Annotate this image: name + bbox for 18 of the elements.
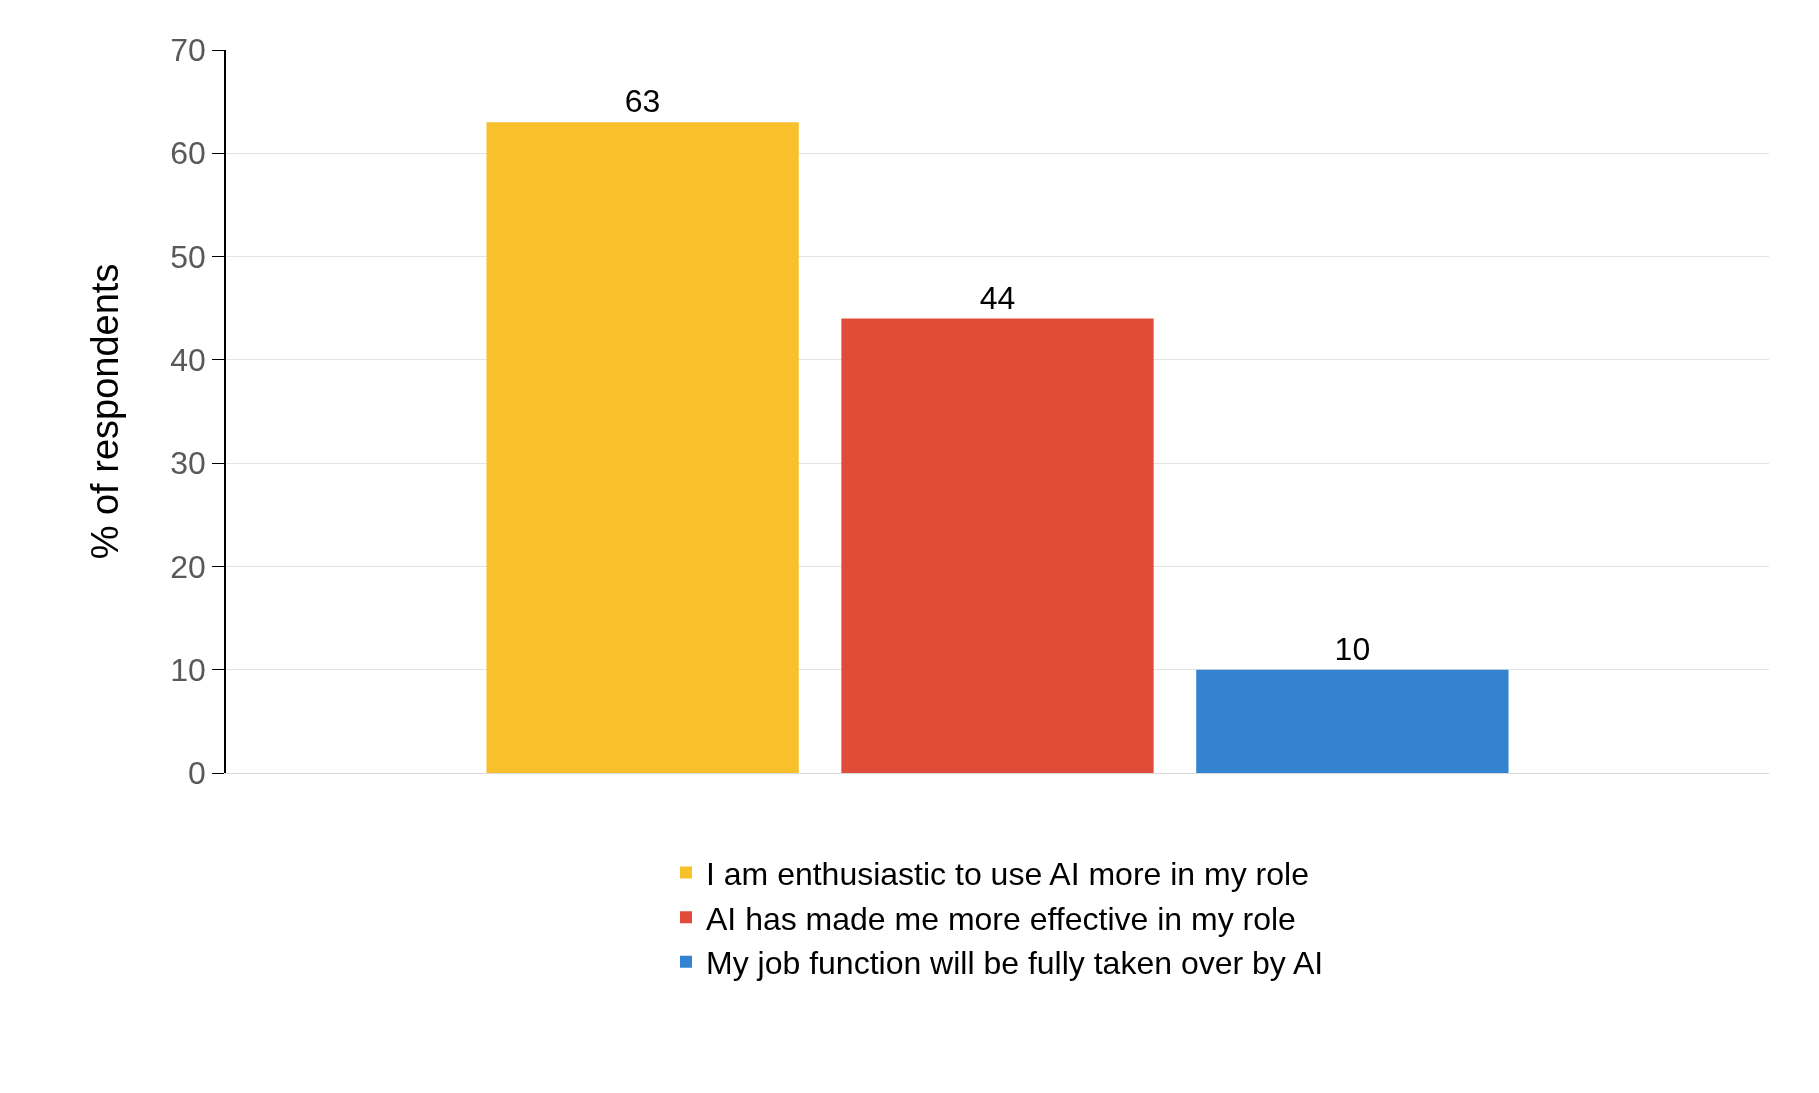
bar [486,122,799,773]
legend-label: My job function will be fully taken over by AI [706,945,1324,982]
y-tick-label: 0 [188,755,206,792]
y-tick-label: 20 [170,548,206,585]
data-label: 44 [979,279,1016,316]
y-tick-label: 40 [170,342,206,379]
data-label: 10 [1334,630,1371,667]
data-label: 63 [624,83,661,120]
y-tick-label: 70 [170,32,206,69]
y-tick-label: 10 [170,651,206,688]
bar [841,318,1154,773]
y-tick-label: 50 [170,238,206,275]
y-tick-label: 60 [170,135,206,172]
legend-label: I am enthusiastic to use AI more in my role [706,856,1309,893]
y-tick-label: 30 [170,445,206,482]
bar [1196,669,1509,773]
legend-label: AI has made me more effective in my role [706,900,1296,937]
y-axis-title: % of respondents [83,263,126,560]
